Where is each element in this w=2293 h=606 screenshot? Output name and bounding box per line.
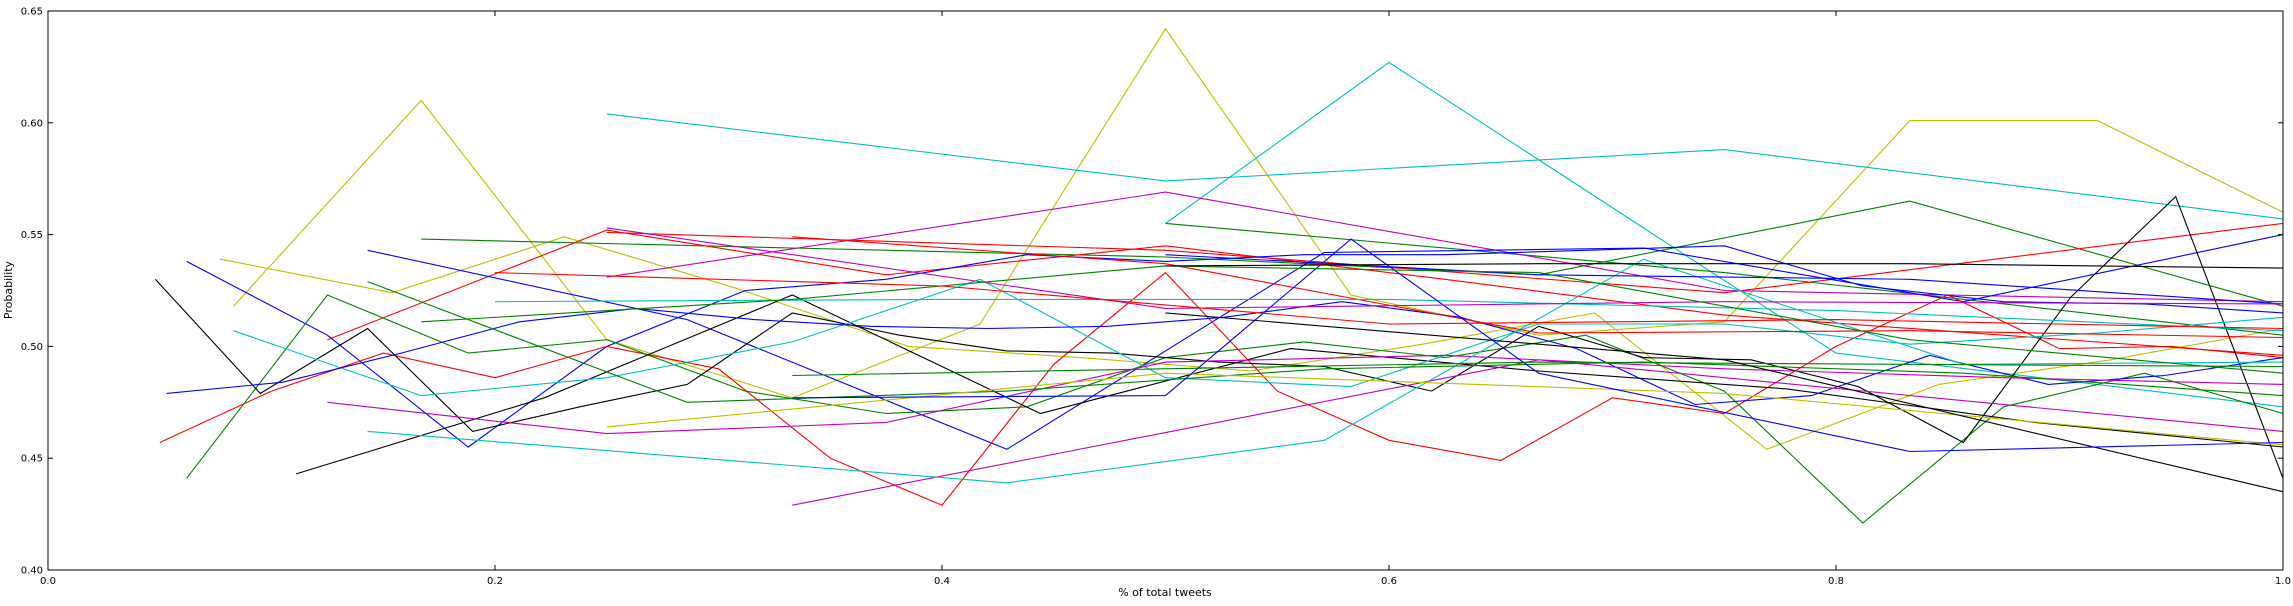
series-line-4 [219, 236, 2284, 450]
x-axis-label: % of total tweets [1118, 586, 1212, 599]
plot-frame [47, 10, 2284, 571]
series-line-1 [233, 27, 2284, 399]
x-tick-label-2: 0.2 [487, 576, 503, 587]
series-line-30 [421, 265, 2284, 374]
series-line-24 [606, 372, 2284, 446]
series-line-18 [327, 354, 2284, 435]
series-line-2 [606, 113, 2284, 220]
axes-layer: 0.0 0.2 0.4 0.6 0.8 1.0 0.40 0.45 0.50 0.55 0.60 0.… [21, 7, 2291, 588]
series-line-21 [367, 281, 2284, 403]
y-axis-label: Probability [2, 260, 15, 319]
series-line-19 [792, 359, 2284, 506]
series-line-25 [792, 361, 2284, 377]
y-tick-label-2: 0.45 [21, 454, 43, 465]
series-line-14 [154, 195, 2284, 479]
x-tick-label-3: 0.4 [934, 576, 950, 587]
x-tick-label-5: 0.8 [1828, 576, 1844, 587]
y-tick-label-3: 0.50 [21, 342, 43, 353]
series-line-12 [159, 271, 2284, 506]
series-line-13 [186, 294, 2284, 524]
x-tick-label-6: 1.0 [2275, 576, 2291, 587]
series-line-20 [367, 258, 2284, 484]
series-line-9 [606, 191, 2284, 303]
series-line-31 [1165, 263, 2284, 269]
y-tick-label-1: 0.40 [21, 566, 43, 577]
series-line-28 [792, 238, 2284, 453]
series-line-29 [606, 227, 2284, 309]
series-line-22 [792, 236, 2284, 339]
series-line-10 [367, 234, 2284, 450]
series-layer [154, 27, 2284, 524]
series-line-5 [421, 200, 2284, 307]
series-line-32 [494, 272, 2284, 330]
y-tick-label-5: 0.60 [21, 118, 43, 129]
x-tick-label-4: 0.6 [1381, 576, 1397, 587]
series-line-27 [494, 298, 2284, 332]
plot-area [48, 11, 2283, 570]
series-line-26 [1165, 312, 2284, 493]
x-tick-label-1: 0.0 [40, 576, 56, 587]
series-line-7 [606, 222, 2284, 294]
y-tick-label-6: 0.65 [21, 7, 43, 18]
series-line-15 [295, 294, 2284, 475]
y-tick-label-4: 0.55 [21, 230, 43, 241]
